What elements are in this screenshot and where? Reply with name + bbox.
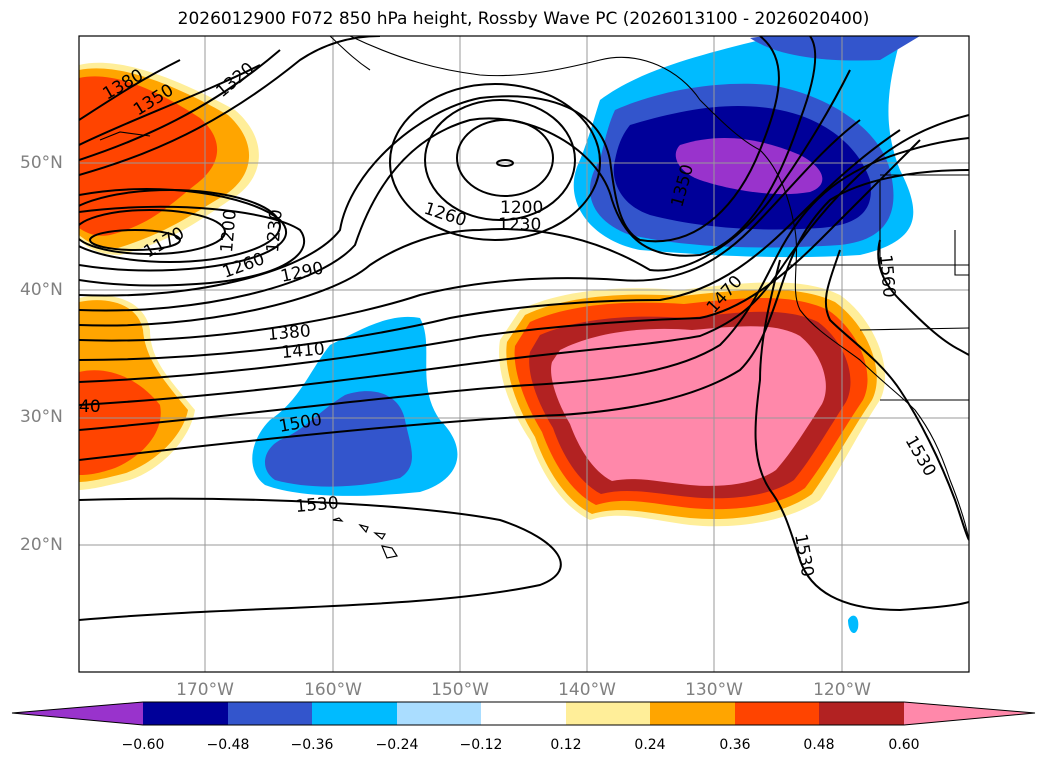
lon-label-120w: 120°W (813, 680, 871, 700)
contour-label: 1380 (267, 321, 312, 345)
colorbar-extend-high (904, 702, 1035, 725)
height-contours (79, 36, 969, 621)
colorbar-tick: 0.12 (550, 737, 582, 753)
hawaii-islands (332, 517, 398, 559)
map-title: 2026012900 F072 850 hPa height, Rossby W… (177, 9, 870, 29)
colorbar (11, 701, 1036, 726)
colorbar-tick: 0.48 (803, 737, 835, 753)
map-panel: 1380 1350 1320 1170 1200 1230 1260 1290 … (78, 35, 970, 673)
colorbar-extend-low (12, 702, 143, 725)
lon-label-170w: 170°W (176, 680, 234, 700)
contour-label: 1200 (217, 209, 241, 254)
contour-label: 1230 (263, 209, 287, 254)
anomaly-negative-central (252, 316, 458, 496)
gridlines (79, 36, 969, 672)
colorbar-tick: 0.60 (888, 737, 920, 753)
colorbar-bin (735, 702, 819, 725)
lat-label-40n: 40°N (20, 280, 63, 300)
colorbar-outline (11, 701, 1036, 726)
colorbar-tick: −0.12 (459, 737, 503, 753)
lat-label-20n: 20°N (20, 535, 63, 555)
colorbar-bin (819, 702, 904, 725)
contour-label: 1200 (500, 198, 543, 218)
colorbar-tick: −0.36 (290, 737, 334, 753)
lon-label-160w: 160°W (304, 680, 362, 700)
colorbar-tick: 0.36 (719, 737, 751, 753)
colorbar-bin (228, 702, 312, 725)
lon-label-130w: 130°W (685, 680, 743, 700)
lat-label-30n: 30°N (20, 407, 63, 427)
colorbar-tick: −0.24 (375, 737, 419, 753)
contour-label: 1410 (281, 339, 326, 363)
lon-label-150w: 150°W (431, 680, 489, 700)
lat-label-50n: 50°N (20, 153, 63, 173)
anomaly-positive-central-east (499, 282, 886, 527)
anomaly-positive-west (79, 295, 195, 490)
colorbar-tick: 0.24 (634, 737, 666, 753)
anomaly-negative-northeast (573, 36, 920, 258)
colorbar-bin (566, 702, 650, 725)
colorbar-bin (312, 702, 397, 725)
contour-label: 1560 (875, 254, 899, 299)
contour-label: 1230 (498, 215, 541, 235)
colorbar-tick: −0.48 (206, 737, 250, 753)
colorbar-tick: −0.60 (121, 737, 165, 753)
contour-label: 1530 (295, 493, 340, 517)
colorbar-bin (143, 702, 228, 725)
map-frame (78, 35, 970, 673)
anomaly-negative-small (848, 615, 859, 634)
colorbar-bin (481, 702, 566, 725)
colorbar-bin (397, 702, 481, 725)
colorbar-bin (650, 702, 735, 725)
lon-label-140w: 140°W (558, 680, 616, 700)
contour-label: 40 (79, 397, 101, 417)
